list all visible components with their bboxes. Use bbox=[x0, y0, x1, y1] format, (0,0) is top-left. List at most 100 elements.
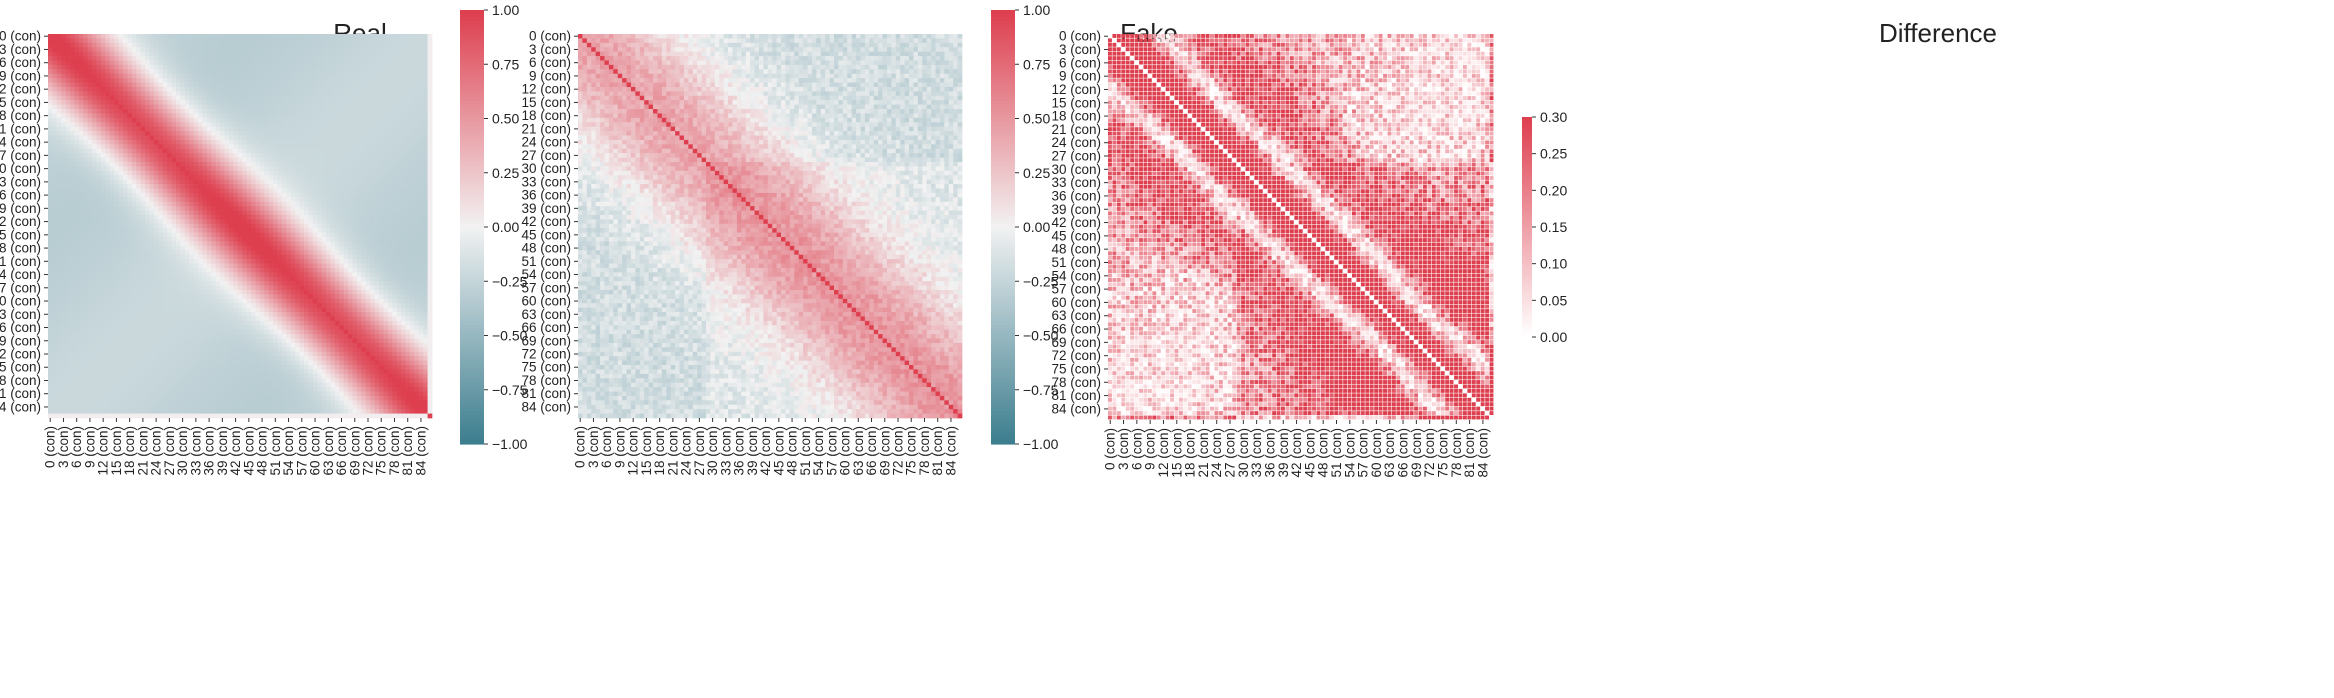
heatmap-cell bbox=[321, 259, 327, 264]
heatmap-cell bbox=[246, 122, 252, 128]
heatmap-cell bbox=[140, 206, 146, 211]
heatmap-cell bbox=[255, 228, 261, 233]
heatmap-cell bbox=[92, 78, 97, 83]
heatmap-cell bbox=[251, 60, 256, 66]
heatmap-cell bbox=[352, 86, 358, 92]
heatmap-cell bbox=[427, 73, 433, 79]
heatmap-cell bbox=[409, 100, 415, 105]
heatmap-cell bbox=[242, 38, 247, 44]
heatmap-cell bbox=[365, 170, 371, 176]
heatmap-cell bbox=[387, 281, 393, 286]
heatmap-cell bbox=[140, 100, 146, 105]
heatmap-cell bbox=[52, 82, 58, 88]
heatmap-cell bbox=[206, 184, 212, 189]
heatmap-cell bbox=[105, 56, 111, 61]
heatmap-cell bbox=[131, 184, 137, 189]
heatmap-cell bbox=[109, 157, 115, 163]
heatmap-cell bbox=[259, 42, 265, 48]
heatmap-cell bbox=[379, 131, 384, 136]
heatmap-cell bbox=[330, 184, 336, 189]
heatmap-cell bbox=[233, 91, 239, 97]
heatmap-cell bbox=[136, 254, 142, 260]
heatmap-cell bbox=[78, 219, 84, 225]
heatmap-cell bbox=[237, 223, 243, 229]
heatmap-cell bbox=[317, 139, 322, 145]
heatmap-cell bbox=[409, 272, 415, 278]
heatmap-cell bbox=[61, 56, 66, 61]
heatmap-cell bbox=[136, 263, 142, 269]
heatmap-cell bbox=[414, 166, 420, 172]
heatmap-cell bbox=[127, 100, 133, 105]
heatmap-cell bbox=[356, 197, 362, 203]
heatmap-cell bbox=[246, 113, 252, 119]
heatmap-cell bbox=[326, 188, 331, 194]
heatmap-cell bbox=[330, 201, 336, 207]
heatmap-cell bbox=[242, 148, 247, 154]
heatmap-cell bbox=[396, 237, 402, 242]
heatmap-cell bbox=[145, 170, 150, 176]
heatmap-cell bbox=[48, 113, 53, 119]
heatmap-cell bbox=[140, 51, 146, 57]
heatmap-cell bbox=[379, 254, 384, 260]
heatmap-cell bbox=[352, 153, 358, 158]
heatmap-cell bbox=[361, 170, 367, 176]
heatmap-cell bbox=[52, 245, 58, 251]
heatmap-cell bbox=[299, 82, 305, 88]
heatmap-cell bbox=[237, 281, 243, 286]
heatmap-cell bbox=[414, 51, 420, 57]
heatmap-cell bbox=[171, 241, 177, 247]
heatmap-cell bbox=[233, 117, 239, 123]
heatmap-cell bbox=[189, 263, 194, 269]
heatmap-cell bbox=[184, 144, 190, 150]
heatmap-cell bbox=[409, 86, 415, 92]
heatmap-cell bbox=[149, 197, 155, 203]
heatmap-cell bbox=[180, 69, 186, 75]
heatmap-cell bbox=[317, 223, 322, 229]
heatmap-cell bbox=[193, 38, 199, 44]
heatmap-cell bbox=[48, 162, 53, 167]
heatmap-cell bbox=[396, 263, 402, 269]
heatmap-cell bbox=[145, 135, 150, 141]
heatmap-cell bbox=[317, 95, 322, 101]
heatmap-cell bbox=[220, 241, 225, 247]
heatmap-cell bbox=[78, 38, 84, 44]
heatmap-cell bbox=[409, 69, 415, 75]
heatmap-cell bbox=[339, 104, 345, 110]
heatmap-cell bbox=[206, 113, 212, 119]
heatmap-cell bbox=[343, 109, 349, 114]
heatmap-cell bbox=[343, 117, 349, 123]
heatmap-cell bbox=[211, 214, 217, 220]
heatmap-cell bbox=[100, 206, 106, 211]
heatmap-cell bbox=[251, 113, 256, 119]
heatmap-cell bbox=[343, 78, 349, 83]
heatmap-cell bbox=[176, 166, 181, 172]
heatmap-cell bbox=[339, 276, 345, 282]
heatmap-cell bbox=[339, 272, 345, 278]
heatmap-cell bbox=[308, 237, 314, 242]
heatmap-cell bbox=[123, 223, 128, 229]
heatmap-cell bbox=[96, 117, 102, 123]
heatmap-cell bbox=[255, 175, 261, 180]
heatmap-cell bbox=[96, 78, 102, 83]
heatmap-cell bbox=[255, 170, 261, 176]
heatmap-cell bbox=[277, 91, 283, 97]
heatmap-cell bbox=[189, 166, 194, 172]
heatmap-cell bbox=[356, 47, 362, 52]
heatmap-cell bbox=[65, 197, 71, 203]
heatmap-cell bbox=[136, 175, 142, 180]
heatmap-cell bbox=[259, 263, 265, 269]
heatmap-cell bbox=[87, 135, 93, 141]
heatmap-cell bbox=[61, 113, 66, 119]
heatmap-cell bbox=[423, 144, 428, 150]
heatmap-cell bbox=[299, 113, 305, 119]
heatmap-cell bbox=[149, 170, 155, 176]
heatmap-cell bbox=[405, 122, 411, 128]
heatmap-cell bbox=[193, 47, 199, 52]
heatmap-cell bbox=[149, 64, 155, 70]
heatmap-cell bbox=[193, 281, 199, 286]
heatmap-cell bbox=[401, 86, 406, 92]
heatmap-cell bbox=[176, 82, 181, 88]
heatmap-cell bbox=[105, 117, 111, 123]
heatmap-cell bbox=[61, 73, 66, 79]
heatmap-cell bbox=[356, 34, 362, 39]
